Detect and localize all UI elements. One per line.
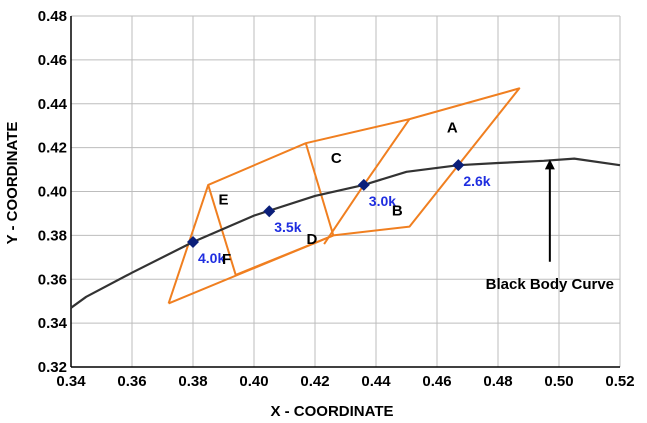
- region-label: C: [331, 150, 342, 167]
- x-tick-label: 0.48: [483, 373, 512, 390]
- y-tick-label: 0.34: [38, 315, 68, 332]
- y-tick-label: 0.42: [38, 140, 67, 157]
- region-outline: [167, 87, 521, 305]
- cct-point-marker: [263, 205, 276, 218]
- y-tick-label: 0.48: [38, 8, 67, 25]
- y-tick-label: 0.44: [38, 96, 68, 113]
- grid: [70, 15, 621, 368]
- cct-point-marker: [187, 235, 199, 248]
- x-tick-label: 0.34: [56, 373, 86, 390]
- x-tick-label: 0.40: [239, 373, 268, 390]
- y-tick-label: 0.46: [38, 52, 67, 69]
- x-tick-label: 0.46: [422, 373, 451, 390]
- x-tick-label: 0.36: [117, 373, 146, 390]
- axes: 0.34 0.36 0.38 0.40 0.42 0.44 0.46 0.48 0.50 0.52…: [38, 8, 635, 390]
- labels: A B C D E F: [218, 119, 457, 268]
- black-body-curve-label: Black Body Curve: [486, 276, 614, 293]
- cct-point-label: 2.6k: [463, 173, 490, 189]
- y-tick-label: 0.36: [38, 271, 67, 288]
- annotation: Black Body Curve: [486, 159, 614, 293]
- y-tick-label: 0.32: [38, 359, 67, 376]
- region-outline: [323, 118, 411, 245]
- cct-point-marker: [452, 159, 465, 172]
- region-outline: [304, 142, 335, 236]
- x-axis-title: X - COORDINATE: [270, 403, 393, 420]
- cct-point-marker: [357, 178, 370, 191]
- x-tick-label: 0.52: [605, 373, 634, 390]
- cct-point-label: 3.0k: [369, 193, 396, 209]
- cct-point-label: 4.0k: [198, 250, 225, 266]
- cct-points: 4.0k 3.5k 3.0k 2.6k: [187, 159, 491, 266]
- y-axis-title: Y - COORDINATE: [4, 122, 21, 245]
- x-tick-label: 0.50: [544, 373, 573, 390]
- region-outline: [235, 234, 334, 276]
- cct-point-label: 3.5k: [274, 219, 301, 235]
- region-label: A: [447, 119, 458, 136]
- x-tick-label: 0.38: [178, 373, 207, 390]
- region-label: B: [392, 203, 403, 220]
- region-label: F: [222, 251, 231, 268]
- region-label: D: [307, 231, 318, 248]
- region-label: E: [218, 192, 228, 209]
- y-tick-label: 0.38: [38, 227, 67, 244]
- y-tick-label: 0.40: [38, 184, 67, 201]
- x-tick-label: 0.42: [300, 373, 329, 390]
- x-tick-label: 0.44: [361, 373, 391, 390]
